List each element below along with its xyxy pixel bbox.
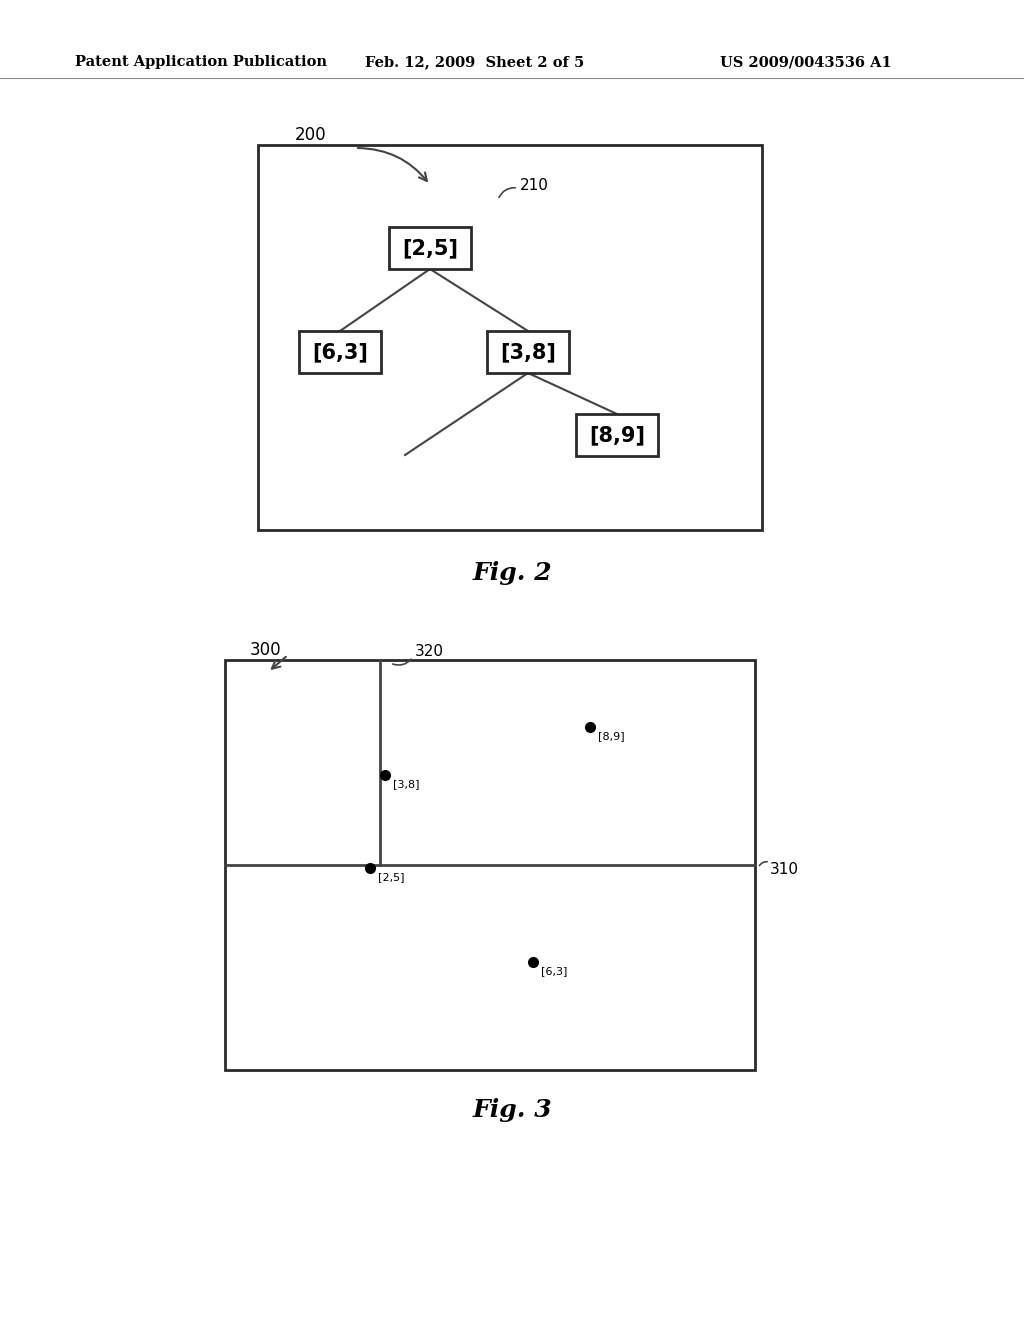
Bar [389, 227, 471, 269]
Text: [6,3]: [6,3] [312, 342, 368, 362]
Text: [8,9]: [8,9] [598, 731, 625, 741]
Text: Fig. 2: Fig. 2 [472, 561, 552, 585]
Text: [8,9]: [8,9] [589, 425, 645, 445]
Bar [487, 331, 569, 374]
Bar [575, 414, 658, 455]
Text: [2,5]: [2,5] [402, 238, 458, 257]
Text: US 2009/0043536 A1: US 2009/0043536 A1 [720, 55, 892, 69]
Bar [258, 145, 762, 531]
Bar [299, 331, 381, 374]
Text: 200: 200 [295, 125, 327, 144]
Text: 300: 300 [250, 642, 282, 659]
Bar [225, 660, 755, 1071]
Text: Fig. 3: Fig. 3 [472, 1098, 552, 1122]
Text: [2,5]: [2,5] [378, 873, 404, 882]
Text: [3,8]: [3,8] [393, 779, 420, 789]
Text: 320: 320 [415, 644, 444, 660]
Text: Feb. 12, 2009  Sheet 2 of 5: Feb. 12, 2009 Sheet 2 of 5 [365, 55, 585, 69]
Text: 210: 210 [520, 177, 549, 193]
Text: 310: 310 [770, 862, 799, 878]
Text: Patent Application Publication: Patent Application Publication [75, 55, 327, 69]
Text: [6,3]: [6,3] [541, 966, 567, 975]
Text: [3,8]: [3,8] [500, 342, 556, 362]
